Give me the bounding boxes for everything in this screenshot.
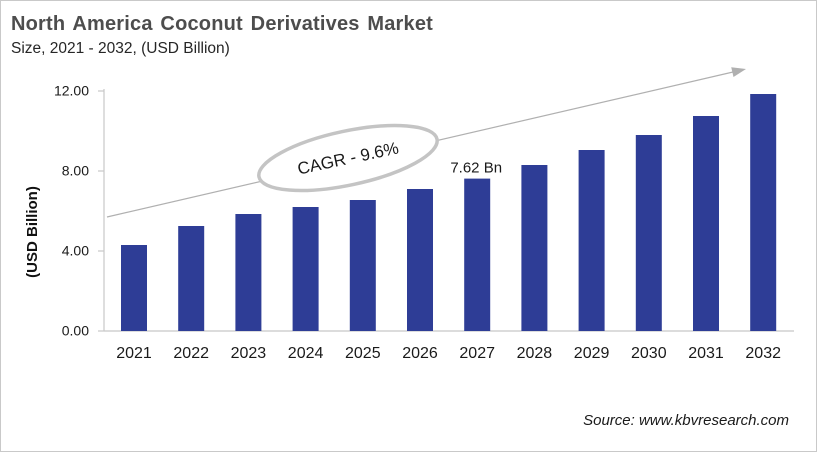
bar-2031 — [693, 116, 719, 331]
y-tick-label: 12.00 — [54, 83, 89, 99]
x-label-2022: 2022 — [173, 345, 209, 362]
chart-title: North America Coconut Derivatives Market — [11, 13, 434, 35]
chart-subtitle: Size, 2021 - 2032, (USD Billion) — [11, 40, 230, 57]
chart-header: North America Coconut Derivatives Market… — [11, 13, 433, 58]
y-tick-label: 0.00 — [62, 323, 89, 339]
x-label-2025: 2025 — [345, 345, 381, 362]
bar-2024 — [292, 207, 319, 331]
y-tick-label: 8.00 — [62, 163, 89, 179]
bar-2021 — [121, 245, 147, 331]
x-label-2027: 2027 — [459, 345, 495, 362]
bar-2030 — [635, 135, 662, 331]
source-text: Source: www.kbvresearch.com — [583, 412, 789, 429]
x-label-2021: 2021 — [116, 345, 152, 362]
bar-2027 — [464, 178, 491, 331]
x-label-2029: 2029 — [574, 345, 610, 362]
x-label-2028: 2028 — [517, 345, 553, 362]
bar-2023 — [235, 214, 262, 331]
bar-value-label: 7.62 Bn — [450, 160, 502, 177]
trend-arrow-head — [731, 67, 746, 78]
x-label-2032: 2032 — [745, 345, 781, 362]
bar-2029 — [578, 150, 605, 331]
x-label-2026: 2026 — [402, 345, 438, 362]
bar-2026 — [407, 189, 433, 331]
y-tick-label: 4.00 — [62, 243, 89, 259]
bar-2025 — [349, 200, 376, 331]
x-label-2023: 2023 — [231, 345, 267, 362]
x-label-2024: 2024 — [288, 345, 324, 362]
bar-2032 — [750, 94, 777, 331]
bar-2028 — [521, 165, 548, 331]
bar-2022 — [178, 226, 205, 331]
cagr-ellipse — [257, 123, 439, 193]
x-label-2030: 2030 — [631, 345, 667, 362]
x-label-2031: 2031 — [688, 345, 724, 362]
